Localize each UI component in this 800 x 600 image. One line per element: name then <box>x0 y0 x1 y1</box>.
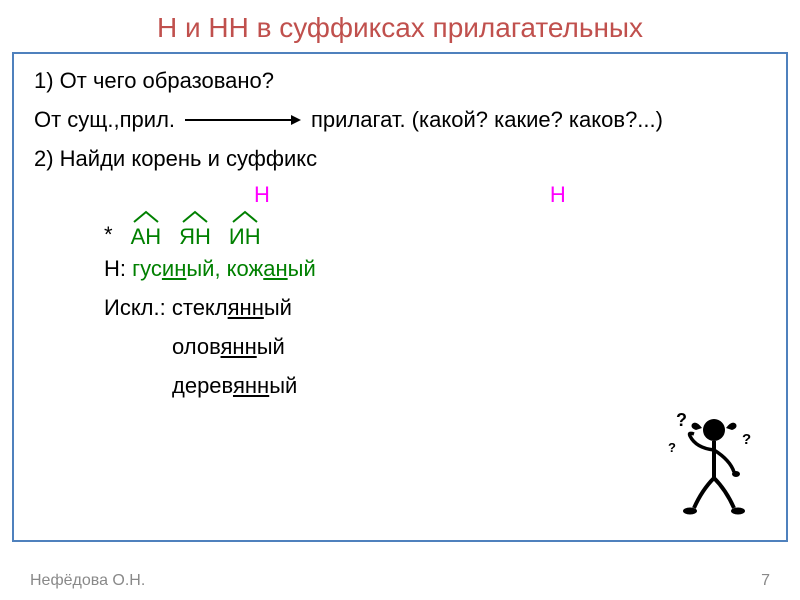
exception-3: деревянный <box>34 371 766 402</box>
ex-part-u: янн <box>221 334 257 359</box>
ex-part: ый <box>288 256 316 281</box>
thinking-figure-icon: ? ? ? <box>666 410 756 520</box>
asterisk: * <box>104 222 113 250</box>
caret-icon <box>132 210 160 224</box>
ex-part: стекл <box>172 295 228 320</box>
h-double: Н <box>550 182 566 208</box>
suffix-an-label: АН <box>131 224 162 250</box>
footer-page: 7 <box>761 572 770 590</box>
ex-part: олов <box>172 334 221 359</box>
slide-title: Н и НН в суффиксах прилагательных <box>0 0 800 52</box>
ex-part: ый <box>257 334 285 359</box>
suffix-in-label: ИН <box>229 224 261 250</box>
svg-text:?: ? <box>676 410 687 430</box>
from-noun-adj: От сущ.,прил. <box>34 105 175 136</box>
to-adjective: прилагат. (какой? какие? каков?...) <box>311 105 663 136</box>
content-box: 1) От чего образовано? От сущ.,прил. при… <box>12 52 788 542</box>
ex-part: ый <box>269 373 297 398</box>
ex-part-u: ин <box>162 256 186 281</box>
question-1: 1) От чего образовано? <box>34 66 766 97</box>
ex-part: гус <box>132 256 162 281</box>
exception-1: Искл.: стеклянный <box>34 293 766 324</box>
ex-part-u: янн <box>233 373 269 398</box>
ex-part: дерев <box>172 373 233 398</box>
ex-part-u: ан <box>263 256 287 281</box>
h-indicators: Н Н <box>34 182 766 208</box>
ex-part-u: янн <box>228 295 264 320</box>
suffix-row: * АН ЯН ИН <box>34 210 766 250</box>
footer-author: Нефёдова О.Н. <box>30 572 145 590</box>
caret-icon <box>231 210 259 224</box>
example-n: Н: гусиный, кожаный <box>34 254 766 285</box>
derivation-line: От сущ.,прил. прилагат. (какой? какие? к… <box>34 105 766 136</box>
h-single: Н <box>254 182 270 208</box>
suffix-yan-label: ЯН <box>179 224 211 250</box>
question-2: 2) Найди корень и суффикс <box>34 144 766 175</box>
ex-part: ый, кож <box>186 256 263 281</box>
n-prefix: Н: <box>104 256 132 281</box>
svg-text:?: ? <box>668 440 676 455</box>
svg-text:?: ? <box>742 431 751 448</box>
arrow-icon <box>183 113 303 127</box>
suffix-yan: ЯН <box>179 210 211 250</box>
suffix-in: ИН <box>229 210 261 250</box>
footer: Нефёдова О.Н. 7 <box>0 572 800 590</box>
excl-label: Искл.: <box>104 295 172 320</box>
exception-2: оловянный <box>34 332 766 363</box>
suffix-an: АН <box>131 210 162 250</box>
caret-icon <box>181 210 209 224</box>
ex-part: ый <box>264 295 292 320</box>
